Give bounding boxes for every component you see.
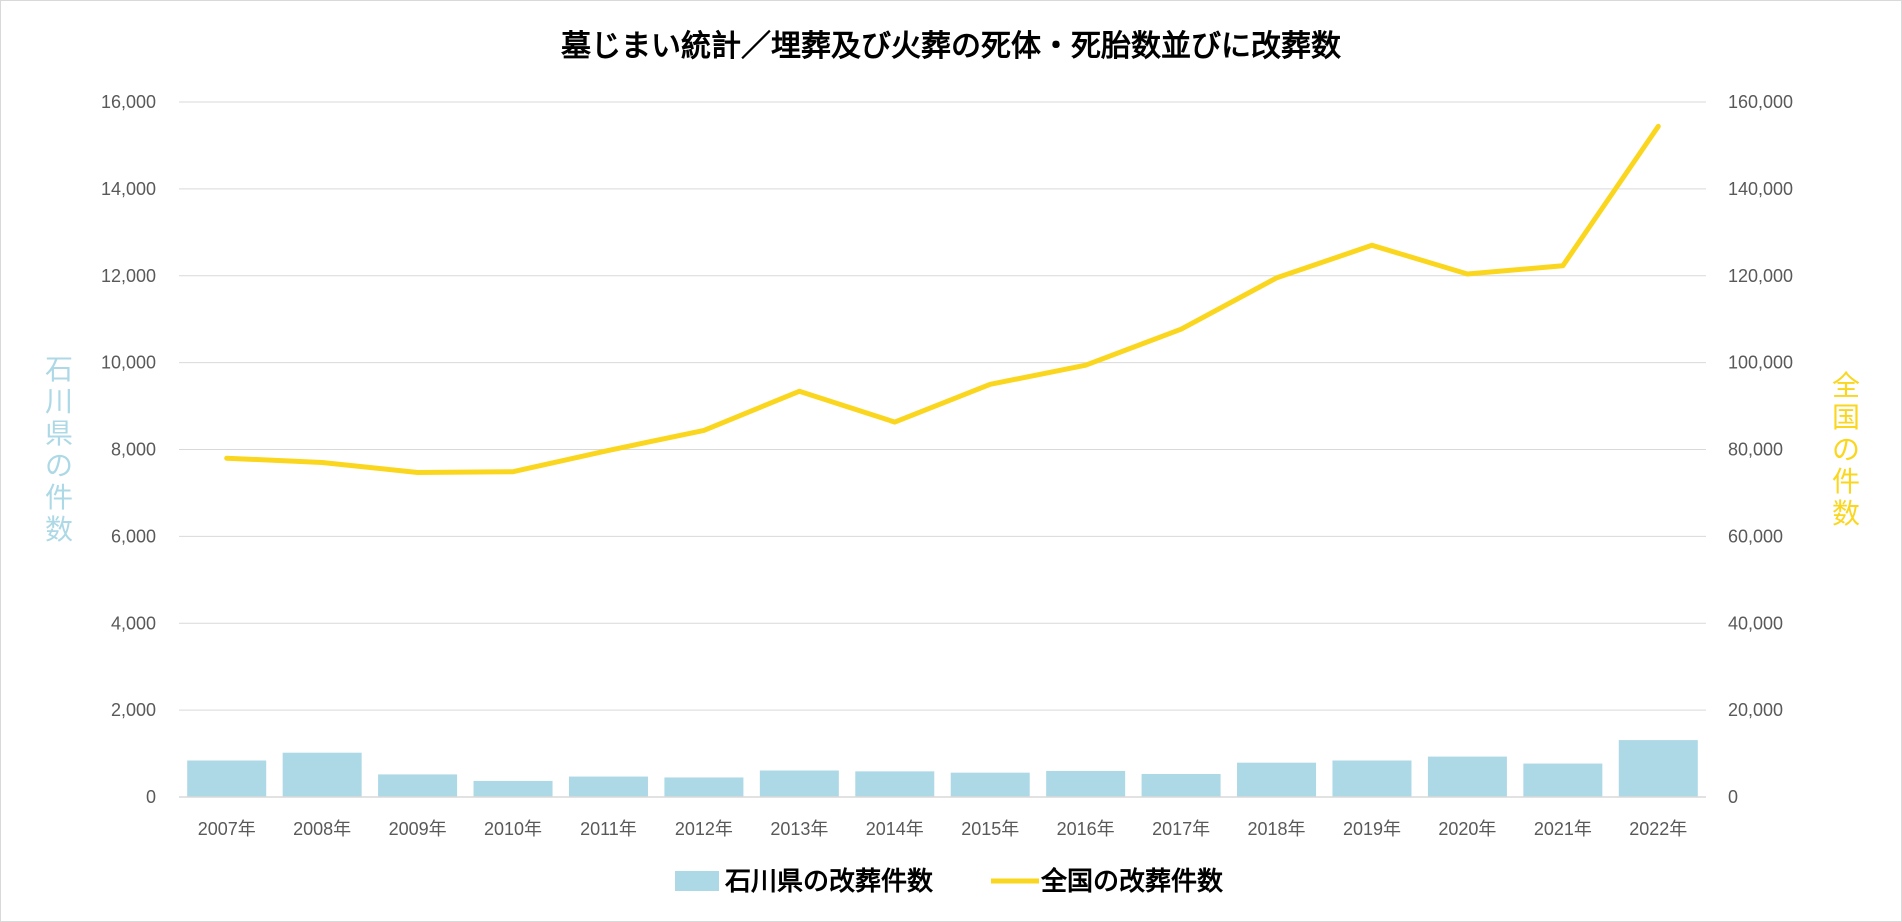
x-tick-label: 2015年 <box>961 819 1019 839</box>
x-tick-label: 2007年 <box>198 819 256 839</box>
y-right-tick-label: 60,000 <box>1728 526 1783 546</box>
legend-swatch-ishikawa <box>675 871 719 891</box>
bar-2020年 <box>1427 756 1507 797</box>
x-tick-label: 2009年 <box>389 819 447 839</box>
y-right-tick-label: 80,000 <box>1728 440 1783 460</box>
y-right-tick-label: 40,000 <box>1728 613 1783 633</box>
bar-2010年 <box>473 780 553 797</box>
bar-2012年 <box>664 777 744 797</box>
bar-2008年 <box>282 752 362 797</box>
x-tick-label: 2010年 <box>484 819 542 839</box>
bar-2011年 <box>568 776 648 797</box>
bar-2015年 <box>950 772 1030 797</box>
bar-2009年 <box>378 774 458 797</box>
bar-2021年 <box>1523 763 1603 797</box>
y-right-tick-label: 140,000 <box>1728 179 1793 199</box>
bar-2016年 <box>1046 770 1126 797</box>
x-tick-label: 2020年 <box>1438 819 1496 839</box>
bar-2007年 <box>187 760 267 797</box>
line-national <box>224 123 1661 475</box>
x-axis-ticks: 2007年 2008年 2009年 2010年 2011年 2012年 2013年 2014年… <box>198 819 1688 839</box>
bar-2022年 <box>1618 740 1698 797</box>
y-left-tick-label: 16,000 <box>101 92 156 112</box>
y-right-tick-label: 20,000 <box>1728 700 1783 720</box>
y-left-tick-label: 14,000 <box>101 179 156 199</box>
bar-2013年 <box>759 770 839 797</box>
y-axis-right-ticks: 0 20,000 40,000 60,000 80,000 100,000 120,000 1… <box>1728 92 1793 807</box>
y-axis-left-ticks: 0 2,000 4,000 6,000 8,000 10,000 12,000 14,000 1… <box>101 92 156 807</box>
x-tick-label: 2019年 <box>1343 819 1401 839</box>
y-right-tick-label: 160,000 <box>1728 92 1793 112</box>
bar-series-ishikawa <box>187 740 1698 797</box>
axis-title-text: 全国の件数 <box>1832 370 1860 529</box>
legend-label-national: 全国の改葬件数 <box>1040 866 1224 896</box>
y-left-tick-label: 0 <box>146 787 156 807</box>
bar-2018年 <box>1237 762 1317 797</box>
x-tick-label: 2014年 <box>866 819 924 839</box>
x-tick-label: 2017年 <box>1152 819 1210 839</box>
legend: 石川県の改葬件数 全国の改葬件数 <box>675 866 1224 896</box>
y-left-tick-label: 10,000 <box>101 353 156 373</box>
bar-2019年 <box>1332 760 1412 797</box>
x-tick-label: 2008年 <box>293 819 351 839</box>
x-tick-label: 2018年 <box>1248 819 1306 839</box>
y-left-tick-label: 8,000 <box>111 440 156 460</box>
bar-2014年 <box>855 771 935 797</box>
y-left-tick-label: 2,000 <box>111 700 156 720</box>
x-tick-label: 2021年 <box>1534 819 1592 839</box>
y-left-tick-label: 4,000 <box>111 613 156 633</box>
y-left-tick-label: 6,000 <box>111 526 156 546</box>
y-right-tick-label: 120,000 <box>1728 266 1793 286</box>
x-tick-label: 2013年 <box>770 819 828 839</box>
x-tick-label: 2012年 <box>675 819 733 839</box>
y-right-tick-label: 100,000 <box>1728 353 1793 373</box>
y-right-tick-label: 0 <box>1728 787 1738 807</box>
x-tick-label: 2022年 <box>1629 819 1687 839</box>
y-axis-left-title: 石川県の件数 <box>45 354 73 545</box>
chart-title: 墓じまい統計／埋葬及び火葬の死体・死胎数並びに改葬数 <box>560 29 1342 63</box>
x-tick-label: 2016年 <box>1057 819 1115 839</box>
legend-label-ishikawa: 石川県の改葬件数 <box>724 866 934 896</box>
gridlines <box>179 101 1706 711</box>
x-tick-label: 2011年 <box>580 819 637 839</box>
axis-title-text: 石川県の件数 <box>45 354 73 545</box>
line-series-national <box>224 123 1661 475</box>
bar-2017年 <box>1141 773 1221 797</box>
y-axis-right-title: 全国の件数 <box>1832 370 1860 529</box>
y-left-tick-label: 12,000 <box>101 266 156 286</box>
